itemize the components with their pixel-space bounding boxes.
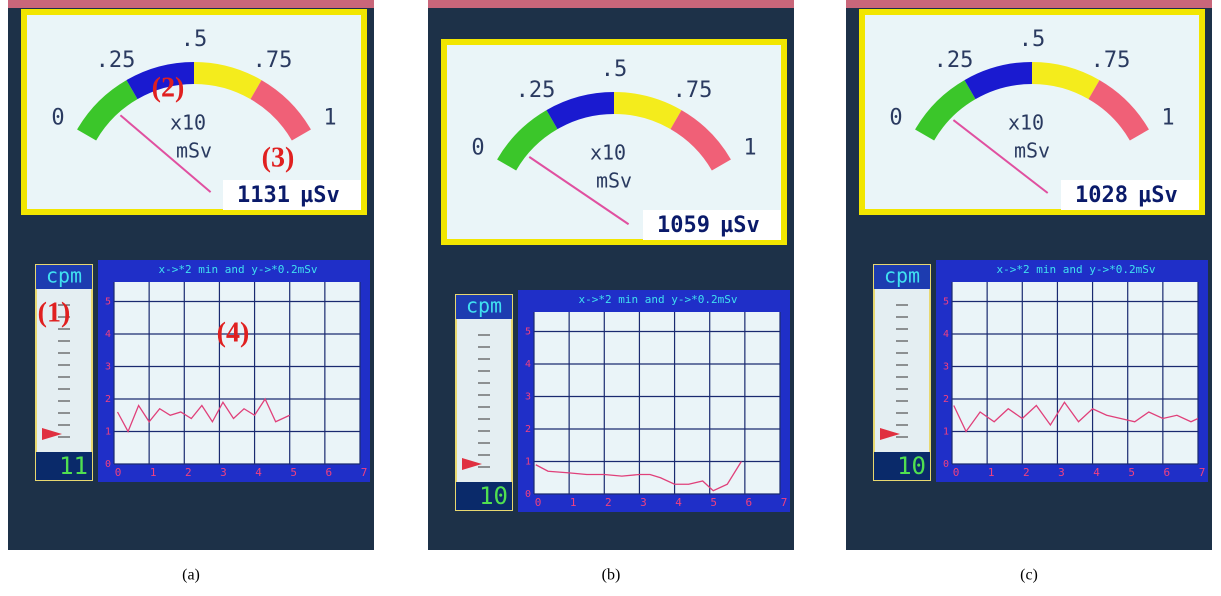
x-tick-label: 7 (1199, 466, 1206, 479)
annotation: (2) (152, 72, 185, 103)
gauge-tick-label: .25 (96, 48, 136, 73)
y-tick-label: 5 (525, 327, 531, 338)
gauge-tick-label: 0 (51, 106, 64, 131)
gauge-tick-label: .5 (1019, 27, 1046, 52)
frame-top (846, 0, 1212, 8)
gauge-tick-label: .5 (601, 57, 628, 82)
x-tick-label: 3 (640, 496, 647, 509)
x-tick-label: 2 (1023, 466, 1030, 479)
unit: mSv (176, 139, 212, 163)
chart-title: x->*2 min and y->*0.2mSv (997, 263, 1156, 276)
x-tick-label: 0 (535, 496, 542, 509)
cpm-label: cpm (466, 294, 502, 318)
x-tick-label: 6 (746, 496, 753, 509)
x-tick-label: 2 (605, 496, 612, 509)
x-tick-label: 2 (185, 466, 192, 479)
chart-title: x->*2 min and y->*0.2mSv (579, 293, 738, 306)
y-tick-label: 0 (525, 489, 531, 500)
x-tick-label: 3 (220, 466, 227, 479)
frame-top (428, 0, 794, 8)
x-tick-label: 4 (255, 466, 262, 479)
annotation: (1) (38, 297, 71, 328)
reading-unit: µSv (1138, 183, 1178, 208)
gauge-tick-label: .25 (516, 78, 556, 103)
y-tick-label: 1 (943, 427, 949, 438)
plot-area (534, 312, 780, 494)
reading: 1059 (657, 213, 710, 238)
x-tick-label: 7 (781, 496, 788, 509)
x-tick-label: 5 (290, 466, 297, 479)
panel: (c)0.25.5.751x10mSv1028µSvcpm10x->*2 min… (846, 0, 1212, 584)
y-tick-label: 0 (105, 459, 111, 470)
cpm-label: cpm (46, 264, 82, 288)
gauge-tick-label: 1 (323, 106, 336, 131)
multiplier: x10 (590, 141, 626, 165)
y-tick-label: 3 (105, 362, 111, 373)
y-tick-label: 2 (943, 394, 949, 405)
multiplier: x10 (170, 111, 206, 135)
gauge-tick-label: 0 (471, 136, 484, 161)
x-tick-label: 0 (115, 466, 122, 479)
x-tick-label: 4 (1093, 466, 1100, 479)
y-tick-label: 0 (943, 459, 949, 470)
unit: mSv (596, 169, 632, 193)
frame-top (8, 0, 374, 8)
x-tick-label: 1 (150, 466, 157, 479)
x-tick-label: 5 (1128, 466, 1135, 479)
gauge-tick-label: 0 (889, 106, 902, 131)
x-tick-label: 6 (326, 466, 333, 479)
reading-unit: µSv (300, 183, 340, 208)
cpm-label: cpm (884, 264, 920, 288)
x-tick-label: 1 (570, 496, 577, 509)
y-tick-label: 1 (525, 457, 531, 468)
x-tick-label: 3 (1058, 466, 1065, 479)
caption: (b) (602, 567, 621, 584)
gauge-tick-label: .75 (1091, 48, 1131, 73)
y-tick-label: 4 (525, 359, 531, 370)
y-tick-label: 2 (525, 424, 531, 435)
caption: (c) (1020, 567, 1038, 584)
x-tick-label: 7 (361, 466, 368, 479)
plot-area (952, 282, 1198, 464)
cpm-value: 10 (897, 452, 926, 480)
y-tick-label: 4 (943, 329, 949, 340)
gauge-tick-label: .75 (253, 48, 293, 73)
reading: 1028 (1075, 183, 1128, 208)
annotation: (3) (262, 142, 295, 173)
caption: (a) (182, 567, 200, 584)
reading-unit: µSv (720, 213, 760, 238)
cpm-value: 10 (479, 482, 508, 510)
gauge-tick-label: 1 (743, 136, 756, 161)
cpm-value: 11 (59, 452, 88, 480)
plot-area (114, 282, 360, 464)
y-tick-label: 3 (943, 362, 949, 373)
x-tick-label: 4 (675, 496, 682, 509)
y-tick-label: 1 (105, 427, 111, 438)
x-tick-label: 6 (1164, 466, 1171, 479)
gauge-tick-label: .75 (673, 78, 713, 103)
multiplier: x10 (1008, 111, 1044, 135)
y-tick-label: 5 (943, 297, 949, 308)
x-tick-label: 1 (988, 466, 995, 479)
y-tick-label: 3 (525, 392, 531, 403)
y-tick-label: 4 (105, 329, 111, 340)
y-tick-label: 5 (105, 297, 111, 308)
gauge-tick-label: 1 (1161, 106, 1174, 131)
figure: (a)0.25.5.751x10mSv1131µSvcpm11x->*2 min… (0, 0, 1221, 596)
chart-title: x->*2 min and y->*0.2mSv (159, 263, 318, 276)
gauge-tick-label: .5 (181, 27, 208, 52)
y-tick-label: 2 (105, 394, 111, 405)
x-tick-label: 0 (953, 466, 960, 479)
unit: mSv (1014, 139, 1050, 163)
x-tick-label: 5 (710, 496, 717, 509)
cpm-column (456, 295, 512, 510)
cpm-column (874, 265, 930, 480)
gauge-tick-label: .25 (934, 48, 974, 73)
annotation: (4) (217, 317, 250, 348)
reading: 1131 (237, 183, 290, 208)
